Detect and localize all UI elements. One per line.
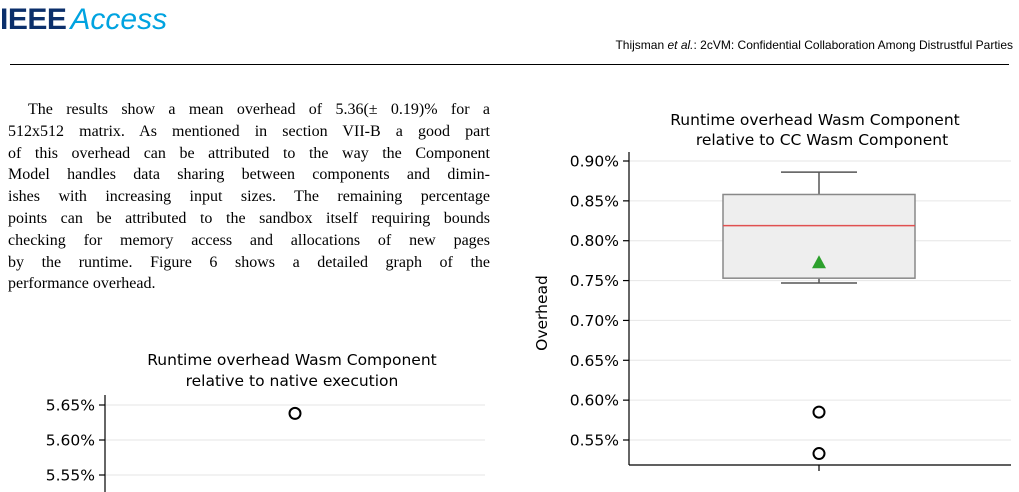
chart-title-line: relative to native execution <box>186 372 399 390</box>
chart-title-line: relative to CC Wasm Component <box>696 131 948 149</box>
y-tick-label: 0.55% <box>570 432 619 450</box>
y-tick-label: 5.55% <box>46 467 95 485</box>
y-tick-label: 5.60% <box>46 432 95 450</box>
outlier-point <box>812 447 826 461</box>
outlier-point <box>812 405 826 419</box>
y-tick-label: 0.80% <box>570 232 619 250</box>
logo-access: Access <box>70 3 168 36</box>
chart-title-line: Runtime overhead Wasm Component <box>670 111 960 129</box>
y-axis-label: Overhead <box>533 275 551 351</box>
journal-logo: IEEE Access <box>0 4 167 36</box>
body-line: of this overhead can be attributed to th… <box>8 144 490 162</box>
y-tick-label: 0.65% <box>570 352 619 370</box>
body-line: points can be attributed to the sandbox … <box>8 209 490 227</box>
header-rule <box>10 64 1009 65</box>
logo-ieee: IEEE <box>0 3 67 36</box>
y-tick-label: 0.70% <box>570 312 619 330</box>
running-header: Thijsman et al.: 2cVM: Confidential Coll… <box>615 38 1013 52</box>
body-line: performance overhead. <box>8 275 156 293</box>
y-tick-label: 0.90% <box>570 153 619 171</box>
chart-cc-overhead: Runtime overhead Wasm Component relative… <box>533 111 1011 471</box>
iqr-box <box>722 193 916 279</box>
body-line: checking for memory access and allocatio… <box>8 231 490 249</box>
body-line: 512x512 matrix. As mentioned in section … <box>8 122 490 140</box>
y-tick-label: 0.60% <box>570 392 619 410</box>
header-authors: Thijsman <box>615 38 665 52</box>
body-line: ishes with increasing input sizes. The r… <box>8 188 490 206</box>
body-line: Model handles data sharing between compo… <box>8 166 490 184</box>
body-paragraph: The results show a mean overhead of 5.36… <box>8 99 490 295</box>
body-line: by the runtime. Figure 6 shows a detaile… <box>8 253 490 271</box>
y-tick-label: 0.75% <box>570 272 619 290</box>
header-et-al: et al. <box>667 38 694 52</box>
chart-native-overhead: Runtime overhead Wasm Component relative… <box>46 351 485 492</box>
chart-title-line: Runtime overhead Wasm Component <box>147 351 437 369</box>
y-tick-label: 0.85% <box>570 192 619 210</box>
outlier-point <box>288 406 302 420</box>
y-tick-label: 5.65% <box>46 397 95 415</box>
mean-marker <box>812 255 826 269</box>
header-title: : 2cVM: Confidential Collaboration Among… <box>693 38 1013 52</box>
body-line: The results show a mean overhead of 5.36… <box>28 101 490 118</box>
